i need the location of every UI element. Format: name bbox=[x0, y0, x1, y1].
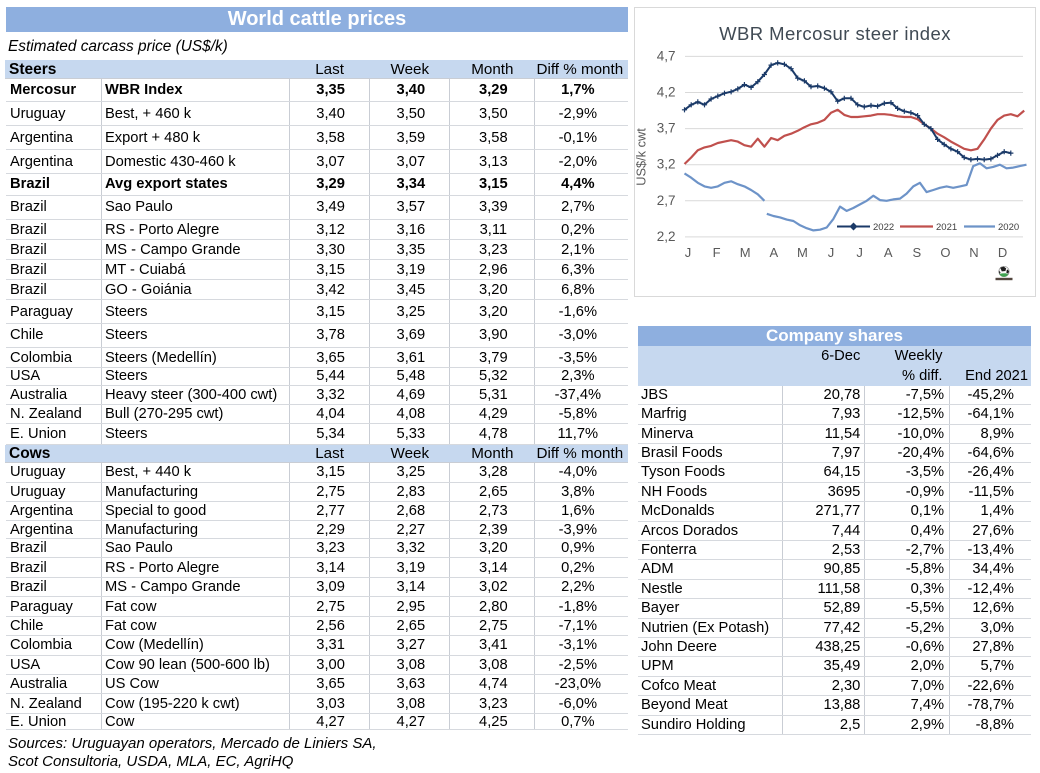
svg-text:4,2: 4,2 bbox=[657, 85, 676, 100]
svg-text:A: A bbox=[769, 245, 778, 260]
svg-text:2,2: 2,2 bbox=[657, 229, 676, 244]
svg-text:J: J bbox=[828, 245, 835, 260]
svg-text:D: D bbox=[998, 245, 1007, 260]
svg-text:J: J bbox=[856, 245, 863, 260]
svg-text:WBR Mercosur steer index: WBR Mercosur steer index bbox=[719, 23, 951, 44]
svg-text:O: O bbox=[940, 245, 950, 260]
svg-text:3,2: 3,2 bbox=[657, 157, 676, 172]
svg-text:2022: 2022 bbox=[873, 222, 894, 233]
svg-text:A: A bbox=[884, 245, 893, 260]
svg-text:S: S bbox=[912, 245, 921, 260]
svg-text:2,7: 2,7 bbox=[657, 193, 676, 208]
svg-text:N: N bbox=[969, 245, 978, 260]
svg-text:J: J bbox=[685, 245, 692, 260]
svg-text:M: M bbox=[740, 245, 751, 260]
svg-text:M: M bbox=[797, 245, 808, 260]
svg-text:2020: 2020 bbox=[998, 222, 1019, 233]
svg-text:F: F bbox=[713, 245, 721, 260]
svg-text:US$/k cwt: US$/k cwt bbox=[634, 128, 649, 186]
svg-text:4,7: 4,7 bbox=[657, 48, 676, 63]
svg-text:3,7: 3,7 bbox=[657, 121, 676, 136]
svg-text:2021: 2021 bbox=[936, 222, 957, 233]
